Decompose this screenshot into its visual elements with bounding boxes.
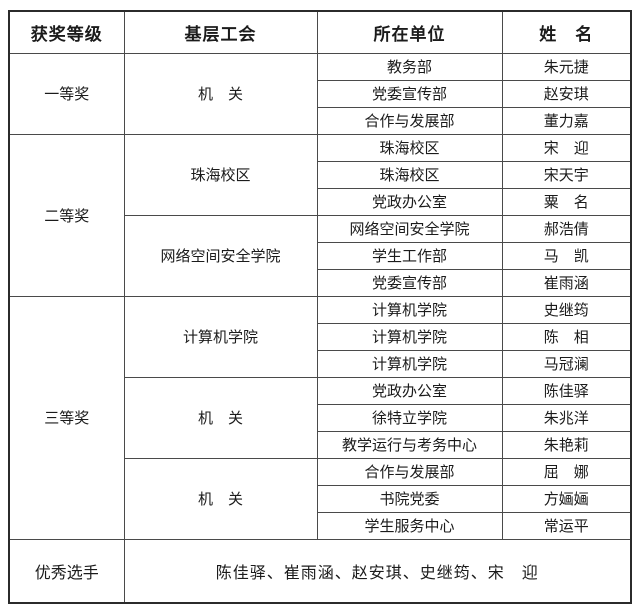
union-cell: 机 关 [123, 457, 318, 540]
name-cell: 朱兆洋 [501, 403, 632, 432]
unit-cell: 党政办公室 [316, 187, 503, 216]
name-cell: 粟 名 [501, 187, 632, 216]
award-level-cell: 二等奖 [8, 133, 125, 297]
unit-cell: 计算机学院 [316, 295, 503, 324]
unit-cell: 计算机学院 [316, 322, 503, 351]
union-cell: 珠海校区 [123, 133, 318, 216]
name-cell: 赵安琪 [501, 79, 632, 108]
unit-cell: 党委宣传部 [316, 79, 503, 108]
name-cell: 陈 相 [501, 322, 632, 351]
name-cell: 郝浩倩 [501, 214, 632, 243]
table-row: 机 关合作与发展部屈 娜 [9, 457, 632, 540]
column-header: 姓 名 [501, 10, 632, 54]
unit-cell: 计算机学院 [316, 349, 503, 378]
name-cell: 史继筠 [501, 295, 632, 324]
table-row: 书院党委 方婳婳 [9, 484, 632, 513]
table-body: 一等奖机 关教务部 朱元捷 党委宣传部 赵安琪 合作与发展部 董力嘉 二等奖 珠海校区 珠海校区… [8, 52, 632, 604]
table-row: 学生工作部马 凯 [9, 241, 632, 270]
name-cell: 陈佳驿 [501, 376, 632, 405]
union-cell: 计算机学院 [123, 295, 318, 378]
unit-cell: 合作与发展部 [316, 457, 503, 486]
column-header: 所在单位 [316, 10, 503, 54]
name-cell: 朱艳莉 [501, 430, 632, 459]
unit-cell: 学生服务中心 [316, 511, 503, 540]
unit-cell: 网络空间安全学院 [316, 214, 503, 243]
table-row: 珠海校区 宋天宇 [9, 160, 632, 189]
name-cell: 马 凯 [501, 241, 632, 270]
name-cell: 马冠澜 [501, 349, 632, 378]
unit-cell: 党政办公室 [316, 376, 503, 405]
column-header: 获奖等级 [8, 10, 125, 54]
table-row: 网络空间安全学院 网络空间安全学院 郝浩倩 [9, 214, 632, 297]
table-row: 一等奖机 关教务部 朱元捷 [8, 52, 632, 135]
unit-cell: 合作与发展部 [316, 106, 503, 135]
name-cell: 宋 迎 [501, 133, 632, 162]
unit-cell: 学生工作部 [316, 241, 503, 270]
unit-cell: 党委宣传部 [316, 268, 503, 297]
footer-winners-cell: 陈佳驿、崔雨涵、赵安琪、史继筠、宋 迎 [123, 538, 632, 604]
table-row: 党委宣传部 崔雨涵 [9, 268, 632, 297]
column-header: 基层工会 [123, 10, 318, 54]
table-row: 二等奖 珠海校区 珠海校区宋 迎 [8, 133, 632, 297]
name-cell: 方婳婳 [501, 484, 632, 513]
unit-cell: 教务部 [316, 52, 503, 81]
union-cell: 机 关 [123, 376, 318, 459]
table-row: 教学运行与考务中心 朱艳莉 [9, 430, 632, 459]
table-row: 党委宣传部 赵安琪 [9, 79, 632, 108]
award-level-cell: 一等奖 [8, 52, 125, 135]
table-row: 计算机学院陈 相 [9, 322, 632, 351]
table-row: 三等奖 计算机学院 计算机学院 史继筠 [8, 295, 632, 540]
union-cell: 网络空间安全学院 [123, 214, 318, 297]
unit-cell: 徐特立学院 [316, 403, 503, 432]
name-cell: 宋天宇 [501, 160, 632, 189]
awards-table: 获奖等级 基层工会 所在单位姓 名 一等奖机 关教务部 朱元捷 党委宣传部 赵安琪 合作与发… [8, 10, 632, 604]
table-row: 合作与发展部 董力嘉 [9, 106, 632, 135]
footer-label-cell: 优秀选手 [8, 538, 125, 604]
name-cell: 朱元捷 [501, 52, 632, 81]
name-cell: 董力嘉 [501, 106, 632, 135]
footer-row: 优秀选手 陈佳驿、崔雨涵、赵安琪、史继筠、宋 迎 [8, 538, 632, 604]
table-row: 党政办公室粟 名 [9, 187, 632, 216]
table-row: 徐特立学院 朱兆洋 [9, 403, 632, 432]
union-cell: 机 关 [123, 52, 318, 135]
header-row: 获奖等级 基层工会 所在单位姓 名 [8, 10, 632, 54]
table-row: 机 关党政办公室 陈佳驿 [9, 376, 632, 459]
unit-cell: 书院党委 [316, 484, 503, 513]
unit-cell: 教学运行与考务中心 [316, 430, 503, 459]
unit-cell: 珠海校区 [316, 160, 503, 189]
name-cell: 屈 娜 [501, 457, 632, 486]
name-cell: 崔雨涵 [501, 268, 632, 297]
unit-cell: 珠海校区 [316, 133, 503, 162]
name-cell: 常运平 [501, 511, 632, 540]
table-row: 学生服务中心 常运平 [9, 511, 632, 540]
award-level-cell: 三等奖 [8, 295, 125, 540]
